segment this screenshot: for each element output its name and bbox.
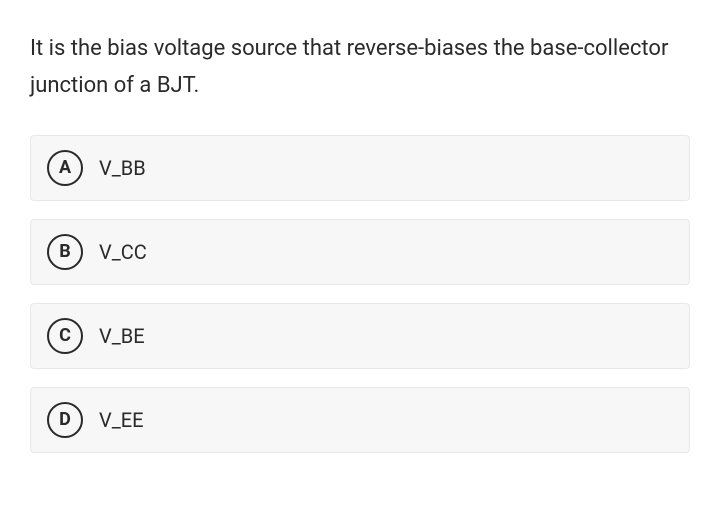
option-b[interactable]: B V_CC: [30, 219, 690, 285]
options-list: A V_BB B V_CC C V_BE D V_EE: [30, 135, 690, 453]
option-label: V_EE: [99, 408, 144, 432]
option-label: V_BB: [99, 156, 146, 180]
option-d[interactable]: D V_EE: [30, 387, 690, 453]
question-text: It is the bias voltage source that rever…: [30, 30, 690, 105]
option-label: V_BE: [99, 324, 145, 348]
option-letter-badge: A: [47, 150, 83, 186]
option-label: V_CC: [99, 240, 147, 264]
option-letter-badge: B: [47, 234, 83, 270]
option-a[interactable]: A V_BB: [30, 135, 690, 201]
option-letter-badge: D: [47, 402, 83, 438]
option-letter-badge: C: [47, 318, 83, 354]
option-c[interactable]: C V_BE: [30, 303, 690, 369]
